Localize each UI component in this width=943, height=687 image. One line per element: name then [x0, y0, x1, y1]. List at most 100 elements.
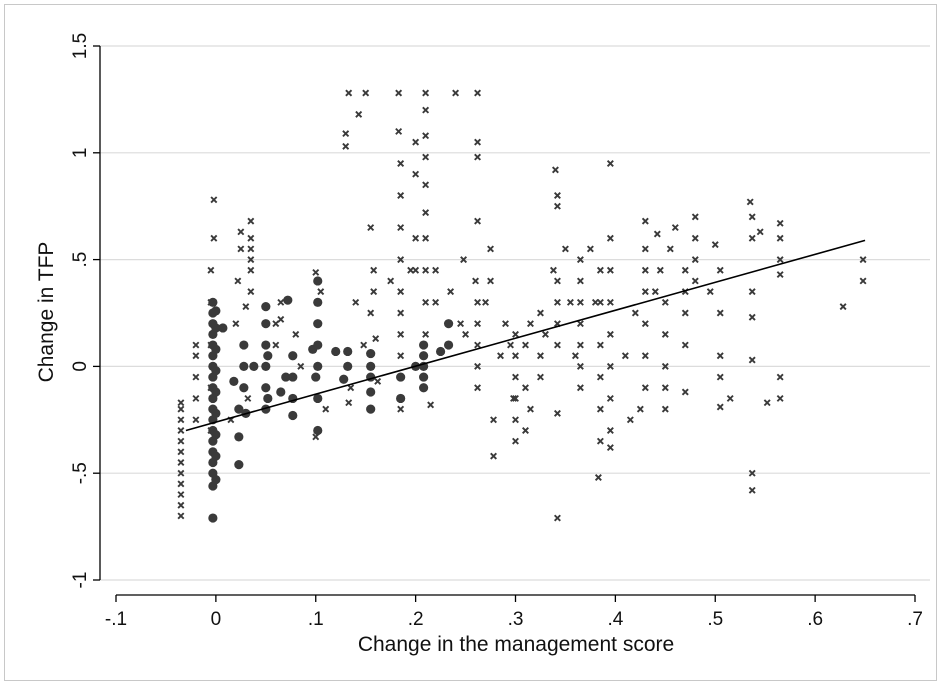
- data-point-cross: [177, 480, 185, 488]
- data-point-cross: [606, 427, 614, 434]
- data-point-cross: [691, 256, 699, 264]
- data-point-cross: [776, 256, 784, 264]
- data-point-cross: [474, 217, 482, 225]
- data-point-cross: [422, 153, 430, 161]
- data-point-cross: [748, 213, 756, 221]
- data-point-cross: [596, 373, 604, 381]
- data-point-circle: [313, 276, 323, 286]
- data-point-cross: [626, 416, 634, 424]
- data-point-cross: [395, 89, 403, 97]
- data-point-cross: [641, 320, 649, 328]
- data-point-cross: [551, 166, 559, 174]
- data-point-cross: [422, 266, 430, 274]
- data-point-cross: [553, 202, 561, 210]
- data-point-cross: [232, 320, 240, 328]
- data-point-cross: [397, 192, 405, 199]
- data-point-cross: [859, 277, 867, 285]
- data-point-cross: [360, 341, 368, 349]
- data-point-cross: [776, 394, 784, 402]
- data-point-circle: [313, 340, 323, 350]
- x-axis-title: Change in the management score: [358, 633, 674, 656]
- data-point-circle: [288, 372, 298, 382]
- data-point-cross: [177, 512, 185, 520]
- data-point-cross: [576, 341, 584, 349]
- data-point-cross: [345, 399, 353, 407]
- data-point-cross: [367, 224, 375, 232]
- data-point-cross: [192, 416, 200, 424]
- data-point-circle: [283, 295, 293, 305]
- data-point-cross: [576, 298, 584, 306]
- data-point-cross: [432, 266, 440, 274]
- data-point-cross: [522, 384, 529, 392]
- data-point-cross: [352, 298, 360, 306]
- data-point-cross: [244, 394, 252, 402]
- data-point-cross: [242, 303, 250, 311]
- data-point-cross: [606, 362, 614, 370]
- data-point-cross: [641, 384, 649, 392]
- data-point-circle: [419, 340, 429, 350]
- data-point-cross: [641, 245, 649, 253]
- data-point-circle: [211, 366, 221, 376]
- x-tick-label: .2: [408, 609, 424, 630]
- data-point-circle: [288, 410, 298, 421]
- data-point-cross: [661, 298, 669, 306]
- data-point-circle: [261, 340, 271, 350]
- data-point-cross: [412, 170, 420, 178]
- data-point-cross: [474, 298, 482, 306]
- x-tick-label: -.1: [105, 609, 127, 630]
- data-point-cross: [756, 228, 764, 236]
- data-point-cross: [691, 277, 699, 285]
- x-tick-label: .5: [707, 609, 723, 630]
- data-point-cross: [177, 448, 185, 456]
- data-point-circle: [261, 319, 271, 329]
- data-point-circle: [239, 361, 249, 371]
- data-point-circle: [313, 361, 323, 371]
- data-point-cross: [482, 298, 490, 306]
- data-point-cross: [502, 320, 509, 328]
- data-point-cross: [397, 405, 405, 413]
- data-point-cross: [272, 341, 280, 349]
- data-point-circle: [281, 372, 291, 382]
- data-point-circle: [419, 383, 429, 393]
- data-point-cross: [566, 298, 574, 306]
- data-point-cross: [234, 277, 242, 285]
- data-point-cross: [497, 352, 504, 360]
- data-point-circle: [211, 306, 221, 316]
- data-point-cross: [661, 405, 669, 413]
- grid-lines: [100, 45, 930, 581]
- data-point-cross: [763, 399, 771, 407]
- data-point-cross: [192, 394, 200, 402]
- data-point-cross: [576, 277, 584, 285]
- data-point-circle: [396, 393, 406, 404]
- data-point-cross: [839, 303, 847, 311]
- data-point-cross: [322, 405, 330, 413]
- data-point-cross: [460, 256, 468, 264]
- data-point-cross: [370, 288, 378, 296]
- data-point-cross: [596, 266, 604, 274]
- data-point-cross: [422, 209, 430, 217]
- data-point-cross: [671, 224, 679, 232]
- data-point-cross: [691, 234, 699, 242]
- y-axis-title: Change in TFP: [35, 242, 58, 383]
- data-point-cross: [641, 217, 649, 225]
- data-point-cross: [474, 320, 482, 328]
- data-point-cross: [397, 288, 405, 296]
- data-point-cross: [412, 138, 420, 146]
- data-point-cross: [177, 491, 185, 499]
- data-point-cross: [474, 384, 482, 392]
- data-point-circle: [313, 319, 323, 329]
- data-point-cross: [536, 352, 544, 360]
- data-point-cross: [247, 217, 255, 225]
- data-point-circle: [419, 351, 429, 361]
- data-point-circle: [211, 451, 221, 461]
- data-point-circle: [311, 372, 321, 382]
- data-point-cross: [748, 234, 756, 242]
- data-point-cross: [641, 352, 649, 360]
- data-point-cross: [277, 315, 285, 323]
- data-point-circle: [261, 301, 271, 312]
- data-point-cross: [596, 298, 604, 306]
- data-point-circle: [366, 387, 376, 397]
- data-point-cross: [207, 266, 215, 274]
- data-point-cross: [606, 266, 614, 274]
